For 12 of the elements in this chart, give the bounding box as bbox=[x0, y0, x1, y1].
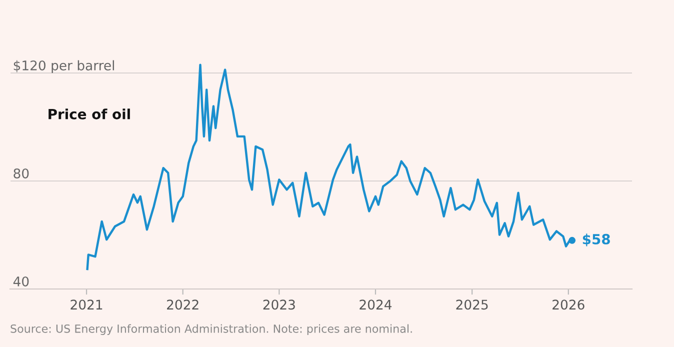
x-tick-label: 2024 bbox=[360, 300, 392, 310]
x-tick-label: 2022 bbox=[167, 300, 198, 310]
x-tick-label: 2021 bbox=[70, 300, 102, 310]
x-tick-label: 2023 bbox=[263, 300, 295, 310]
y-tick-label: $120 per barrel bbox=[14, 60, 114, 73]
data-label: $58 bbox=[582, 234, 610, 246]
y-tick-label: 80 bbox=[14, 168, 29, 178]
annotation: Price of oil bbox=[48, 108, 130, 120]
source-note: Source: US Energy Information Administration. Note: prices are nominal. bbox=[10, 324, 412, 335]
x-tick-label: 2026 bbox=[552, 300, 584, 310]
x-tick-label: 2025 bbox=[456, 300, 488, 310]
y-tick-label: 40 bbox=[13, 276, 29, 286]
